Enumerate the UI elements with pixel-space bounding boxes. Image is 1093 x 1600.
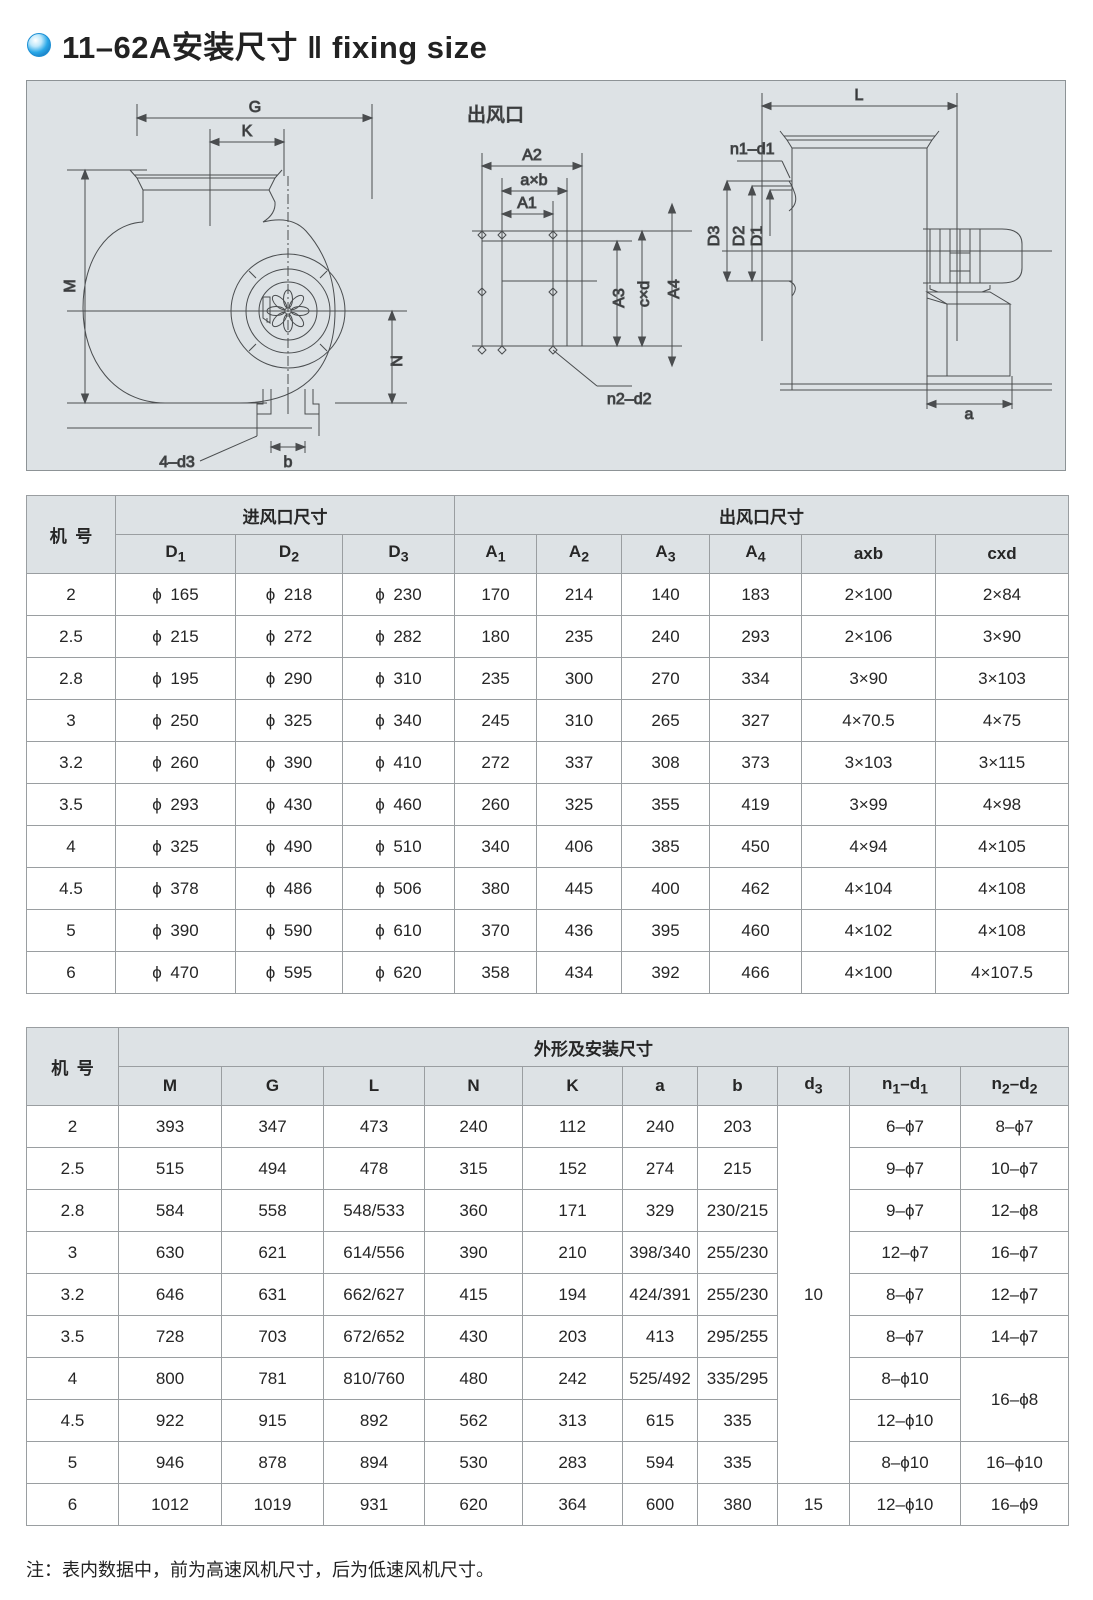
svg-text:a×b: a×b: [520, 172, 547, 189]
svg-text:L: L: [855, 87, 864, 104]
svg-text:K: K: [242, 123, 253, 140]
svg-text:4–d3: 4–d3: [159, 454, 195, 471]
svg-text:D3: D3: [706, 226, 723, 247]
svg-text:A4: A4: [666, 279, 683, 299]
svg-text:G: G: [249, 99, 261, 116]
svg-text:n1–d1: n1–d1: [730, 141, 775, 158]
svg-text:b: b: [284, 454, 293, 471]
svg-text:a: a: [965, 406, 974, 423]
svg-text:A2: A2: [522, 147, 542, 164]
svg-text:c×d: c×d: [636, 281, 653, 307]
svg-text:D1: D1: [749, 226, 766, 247]
svg-text:M: M: [62, 279, 79, 292]
svg-text:A3: A3: [611, 288, 628, 308]
svg-text:n2–d2: n2–d2: [607, 391, 652, 408]
svg-text:D2: D2: [731, 226, 748, 247]
svg-text:A1: A1: [517, 195, 537, 212]
svg-text:出风口: 出风口: [467, 104, 524, 126]
